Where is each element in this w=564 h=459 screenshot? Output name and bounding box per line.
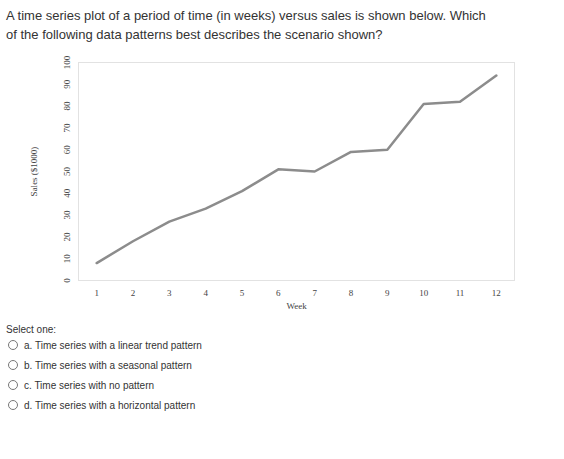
html-text:Select one:: Select one: [6,324,56,335]
svg-text:80: 80 [62,101,72,111]
svg-text:40: 40 [62,188,72,198]
svg-text:5: 5 [240,288,245,298]
svg-text:4: 4 [203,288,208,298]
svg-text:Sales ($1000): Sales ($1000) [29,147,39,197]
html-text:A time series plot of a period: A time series plot of a period of time (… [6,8,486,23]
svg-text:Week: Week [286,301,307,311]
svg-text:6: 6 [276,288,281,298]
svg-text:90: 90 [62,79,72,89]
svg-text:12: 12 [492,288,501,298]
svg-text:7: 7 [312,288,317,298]
svg-text:3: 3 [167,288,172,298]
html-text:of the following data patterns: of the following data patterns best desc… [6,27,383,42]
svg-text:0: 0 [62,278,72,283]
svg-text:10: 10 [419,288,429,298]
svg-text:100: 100 [62,55,72,69]
svg-text:2: 2 [131,288,136,298]
svg-text:30: 30 [62,210,72,220]
html-text:c. Time series with no pattern: c. Time series with no pattern [24,379,155,391]
html-text:d. Time series with a horizont: d. Time series with a horizontal pattern [24,399,196,411]
svg-text:1: 1 [94,288,99,298]
svg-text:70: 70 [62,123,72,132]
svg-text:9: 9 [385,288,390,298]
svg-text:20: 20 [62,232,72,242]
html-text:b. Time series with a seasonal: b. Time series with a seasonal pattern [24,359,192,371]
svg-text:11: 11 [456,288,465,298]
html-text:a. Time series with a linear t: a. Time series with a linear trend patte… [24,339,202,351]
svg-text:8: 8 [349,288,354,298]
svg-text:50: 50 [62,167,72,177]
svg-text:10: 10 [62,254,72,264]
svg-text:60: 60 [62,145,72,155]
